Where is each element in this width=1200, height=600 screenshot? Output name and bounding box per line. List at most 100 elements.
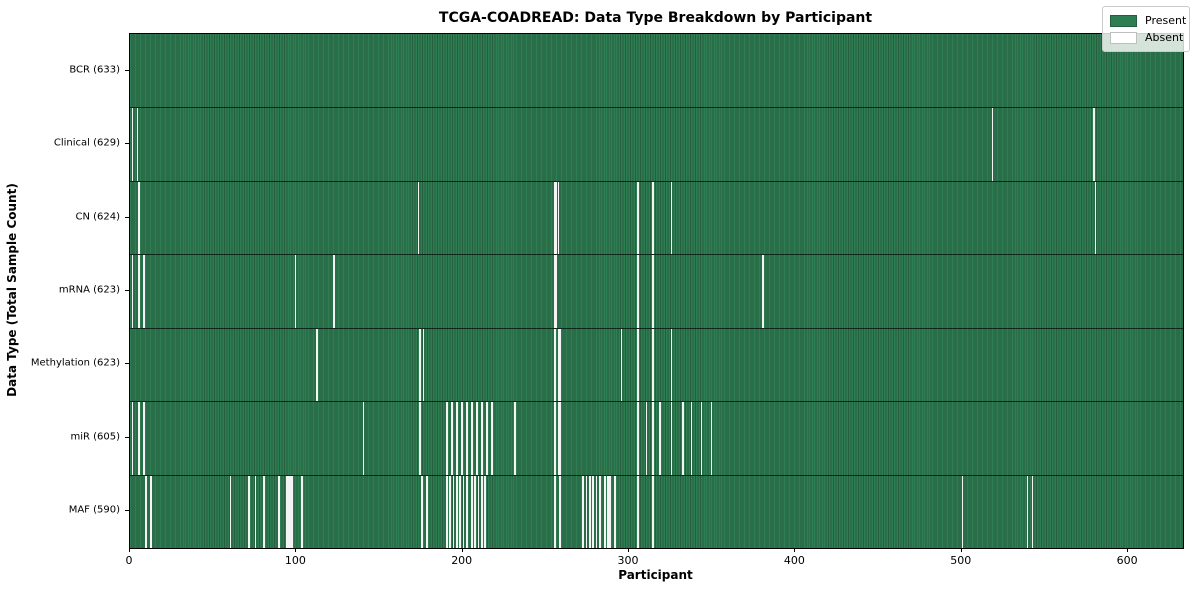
- absent-mark: [248, 475, 250, 548]
- x-tick-label: 100: [284, 554, 306, 567]
- absent-mark: [585, 475, 588, 548]
- absent-mark: [422, 328, 425, 402]
- absent-mark: [461, 402, 463, 475]
- absent-mark: [1094, 181, 1097, 255]
- absent-mark: [278, 475, 280, 548]
- absent-mark: [490, 402, 493, 475]
- absent-mark: [554, 475, 556, 548]
- absent-mark: [559, 475, 561, 548]
- absent-mark: [637, 255, 639, 328]
- y-tick-label: miR (605): [70, 431, 120, 443]
- x-axis-label: Participant: [618, 568, 693, 582]
- absent-mark: [131, 108, 134, 181]
- y-tick-mark: [125, 69, 129, 71]
- absent-mark: [451, 402, 453, 475]
- absent-mark: [710, 402, 713, 475]
- absent-mark: [1031, 475, 1034, 548]
- absent-mark: [620, 328, 623, 402]
- absent-mark: [961, 475, 964, 548]
- absent-mark: [485, 402, 488, 475]
- y-tick-label: MAF (590): [68, 504, 120, 516]
- absent-mark: [554, 402, 556, 475]
- absent-mark: [471, 402, 473, 475]
- present-swatch: [1110, 14, 1137, 27]
- y-tick-label: Clinical (629): [53, 137, 120, 149]
- absent-mark: [557, 328, 560, 402]
- absent-mark: [614, 475, 616, 548]
- absent-mark: [670, 328, 673, 402]
- absent-mark: [138, 255, 140, 328]
- absent-mark: [637, 475, 639, 548]
- y-tick-mark: [125, 510, 129, 512]
- y-tick-label: BCR (633): [69, 64, 120, 76]
- absent-mark: [149, 475, 152, 548]
- x-tick-label: 300: [617, 554, 639, 567]
- absent-mark: [652, 402, 654, 475]
- absent-mark: [417, 181, 420, 255]
- y-tick-mark: [125, 290, 129, 291]
- absent-mark: [481, 475, 483, 548]
- x-tick-label: 500: [950, 554, 972, 567]
- absent-mark: [652, 181, 654, 255]
- heatmap-row-MAF: [130, 474, 1183, 548]
- absent-mark: [592, 475, 595, 548]
- absent-mark: [466, 402, 468, 475]
- heatmap-row-Methylation: [130, 327, 1183, 402]
- absent-mark: [426, 475, 428, 548]
- absent-mark: [462, 475, 465, 548]
- absent-mark: [456, 475, 458, 548]
- absent-mark: [362, 402, 365, 475]
- chart-title: TCGA-COADREAD: Data Type Breakdown by Pa…: [438, 10, 873, 26]
- absent-mark: [446, 475, 448, 548]
- absent-mark: [589, 475, 591, 548]
- absent-mark: [138, 402, 140, 475]
- y-tick-mark: [125, 436, 129, 438]
- absent-mark: [557, 402, 560, 475]
- absent-mark: [289, 475, 292, 548]
- absent-mark: [690, 402, 693, 475]
- absent-mark: [332, 255, 335, 328]
- absent-mark: [476, 402, 478, 475]
- legend: Present Absent: [1102, 6, 1190, 52]
- x-tick-mark: [129, 548, 130, 552]
- absent-mark: [131, 402, 134, 475]
- absent-mark: [599, 475, 601, 548]
- absent-mark: [143, 402, 145, 475]
- absent-swatch: [1110, 31, 1137, 44]
- absent-mark: [421, 475, 423, 548]
- absent-mark: [559, 328, 561, 402]
- absent-mark: [762, 255, 764, 328]
- heatmap-row-mRNA: [130, 254, 1183, 328]
- absent-mark: [316, 328, 318, 402]
- absent-mark: [637, 402, 639, 475]
- x-tick-label: 200: [451, 554, 473, 567]
- absent-mark: [609, 475, 611, 548]
- x-tick-mark: [295, 548, 297, 552]
- absent-mark: [144, 475, 147, 548]
- absent-mark: [301, 475, 303, 548]
- absent-mark: [637, 181, 639, 255]
- heatmap-row-miR: [130, 401, 1183, 475]
- absent-mark: [554, 181, 556, 255]
- absent-mark: [700, 402, 703, 475]
- absent-mark: [670, 181, 673, 255]
- x-tick-mark: [960, 548, 962, 552]
- absent-mark: [555, 255, 558, 328]
- heatmap-row-BCR: [130, 34, 1183, 108]
- absent-mark: [229, 475, 232, 548]
- absent-mark: [419, 402, 422, 475]
- absent-mark: [131, 255, 134, 328]
- absent-mark: [554, 255, 556, 328]
- absent-mark: [471, 475, 473, 548]
- x-tick-mark: [628, 548, 630, 552]
- absent-mark: [582, 475, 585, 548]
- absent-mark: [477, 475, 480, 548]
- absent-mark: [652, 255, 654, 328]
- x-axis-ticks: 0 100 200 300 400 500 600: [126, 548, 1182, 570]
- absent-mark: [286, 475, 288, 548]
- y-tick-label: Methylation (623): [30, 357, 120, 369]
- absent-mark: [143, 255, 145, 328]
- legend-item-absent: Absent: [1110, 29, 1183, 46]
- absent-mark: [291, 475, 293, 548]
